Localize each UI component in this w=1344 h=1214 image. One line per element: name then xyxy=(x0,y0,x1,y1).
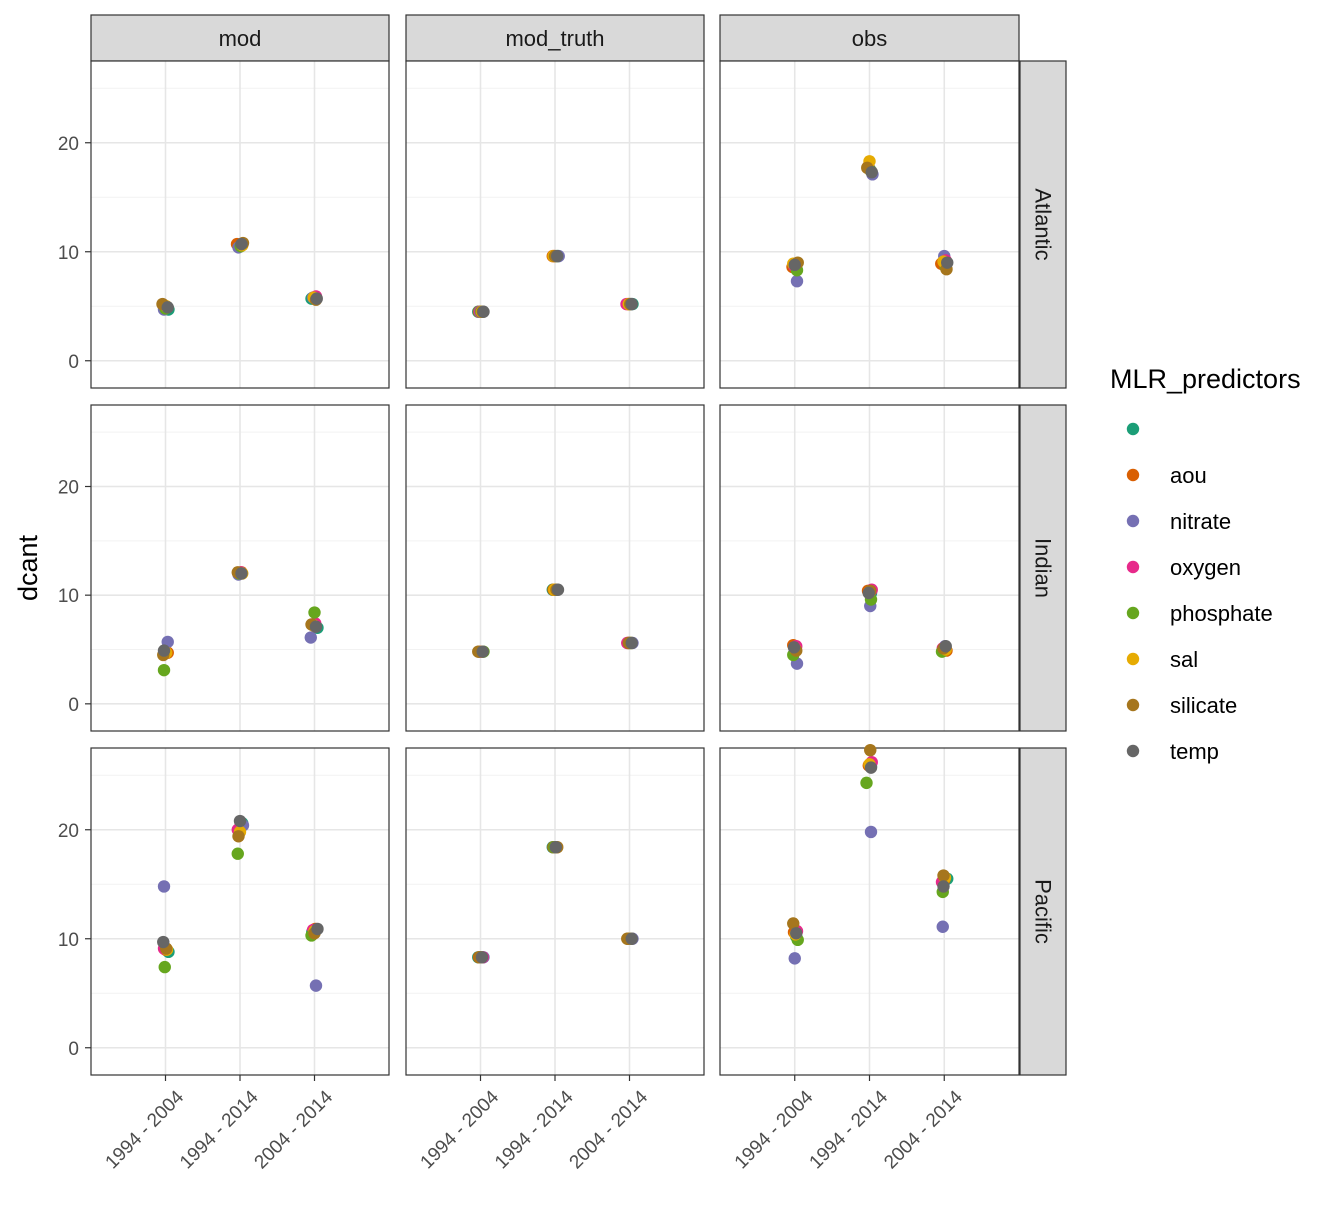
y-tick-label: 10 xyxy=(58,243,79,264)
y-tick-label: 20 xyxy=(58,478,79,499)
legend-label-aou: aou xyxy=(1170,463,1207,488)
panel-mod-truth-indian-border xyxy=(405,404,705,732)
data-point-temp xyxy=(235,237,248,251)
data-point-temp xyxy=(476,645,489,658)
panel-mod-truth-atlantic-border xyxy=(405,60,705,389)
data-point-silicate xyxy=(232,830,245,843)
legend-key-aou xyxy=(1126,468,1140,482)
legend-key-oxygen xyxy=(1126,560,1140,574)
x-tick-label: 1994 - 2014 xyxy=(176,1086,263,1173)
data-point-nitrate xyxy=(864,825,878,839)
strip-label-pacific: Pacific xyxy=(1031,879,1056,944)
y-tick-label: 10 xyxy=(58,586,79,607)
data-point-temp xyxy=(235,567,248,580)
y-axis-title: dcant xyxy=(13,534,43,601)
data-point-temp xyxy=(790,927,803,940)
x-tick-label: 1994 - 2014 xyxy=(806,1086,893,1173)
legend-key-blank xyxy=(1126,422,1140,436)
data-point-temp xyxy=(788,258,801,272)
strip-label-atlantic: Atlantic xyxy=(1031,188,1056,260)
data-point-temp xyxy=(551,583,565,596)
panel-obs-atlantic-border xyxy=(719,60,1020,389)
data-point-nitrate xyxy=(790,274,804,288)
x-tick-label: 1994 - 2014 xyxy=(491,1086,578,1173)
data-point-nitrate xyxy=(304,631,317,644)
strip-label-obs: obs xyxy=(852,26,887,51)
data-point-temp xyxy=(157,935,170,949)
legend-label-temp: temp xyxy=(1170,739,1219,764)
legend-key-nitrate xyxy=(1126,514,1140,528)
data-point-temp xyxy=(625,297,638,311)
legend-label-silicate: silicate xyxy=(1170,693,1237,718)
y-tick-label: 20 xyxy=(58,134,79,155)
data-point-nitrate xyxy=(788,952,801,965)
data-point-silicate xyxy=(937,869,950,882)
strip-indian-bg xyxy=(1019,404,1067,732)
data-point-temp xyxy=(233,814,247,828)
data-point-temp xyxy=(864,761,878,774)
y-tick-label: 20 xyxy=(58,821,79,842)
strip-label-mod-truth: mod_truth xyxy=(505,26,604,51)
strip-mod-bg xyxy=(90,14,390,62)
data-point-temp xyxy=(865,165,878,179)
data-point-temp xyxy=(941,256,954,269)
data-point-temp xyxy=(161,301,174,314)
panel-mod-atlantic-border xyxy=(90,60,390,389)
data-point-temp xyxy=(157,644,171,657)
strip-mod-truth-bg xyxy=(405,14,705,62)
data-point-nitrate xyxy=(157,880,171,893)
strip-pacific-bg xyxy=(1019,747,1067,1076)
data-point-temp xyxy=(477,305,490,318)
data-point-phosphate xyxy=(158,960,171,974)
data-point-temp xyxy=(551,249,564,263)
data-point-silicate xyxy=(787,917,800,930)
x-tick-label: 2004 - 2014 xyxy=(251,1086,338,1173)
legend-key-phosphate xyxy=(1126,606,1140,620)
legend-label-sal: sal xyxy=(1170,647,1198,672)
x-tick-label: 2004 - 2014 xyxy=(566,1086,653,1173)
legend-key-sal xyxy=(1126,652,1140,666)
legend-key-temp xyxy=(1126,744,1140,758)
y-tick-label: 0 xyxy=(68,695,79,716)
data-point-temp xyxy=(475,951,489,964)
data-point-temp xyxy=(310,292,323,305)
y-tick-label: 0 xyxy=(68,352,79,373)
data-point-temp xyxy=(309,620,323,633)
strip-obs-bg xyxy=(719,14,1020,62)
data-point-temp xyxy=(862,586,875,600)
data-point-temp xyxy=(787,641,801,654)
data-point-temp xyxy=(939,640,952,653)
data-point-phosphate xyxy=(157,663,171,677)
data-point-phosphate xyxy=(860,776,873,790)
legend-label-oxygen: oxygen xyxy=(1170,555,1241,580)
y-tick-label: 0 xyxy=(68,1039,79,1060)
x-tick-label: 1994 - 2004 xyxy=(417,1086,504,1173)
x-tick-label: 1994 - 2004 xyxy=(102,1086,189,1173)
x-tick-label: 2004 - 2014 xyxy=(880,1086,967,1173)
strip-label-indian: Indian xyxy=(1031,538,1056,598)
strip-label-mod: mod xyxy=(219,26,262,51)
x-tick-label: 1994 - 2004 xyxy=(731,1086,818,1173)
data-point-nitrate xyxy=(936,920,949,933)
legend-label-nitrate: nitrate xyxy=(1170,509,1231,534)
strip-atlantic-bg xyxy=(1019,60,1067,389)
legend-label-phosphate: phosphate xyxy=(1170,601,1273,626)
legend-title: MLR_predictors xyxy=(1110,364,1301,394)
data-point-temp xyxy=(549,840,562,854)
data-point-temp xyxy=(625,636,638,650)
data-point-phosphate xyxy=(231,847,244,860)
panel-obs-indian-border xyxy=(719,404,1020,732)
data-point-phosphate xyxy=(308,606,321,619)
data-point-temp xyxy=(311,922,324,936)
legend-key-silicate xyxy=(1126,698,1140,712)
data-point-temp xyxy=(937,880,950,893)
data-point-silicate xyxy=(864,743,877,757)
panel-mod-indian-border xyxy=(90,404,390,732)
data-point-temp xyxy=(625,932,638,945)
data-point-nitrate xyxy=(309,979,323,992)
y-tick-label: 10 xyxy=(58,930,79,951)
